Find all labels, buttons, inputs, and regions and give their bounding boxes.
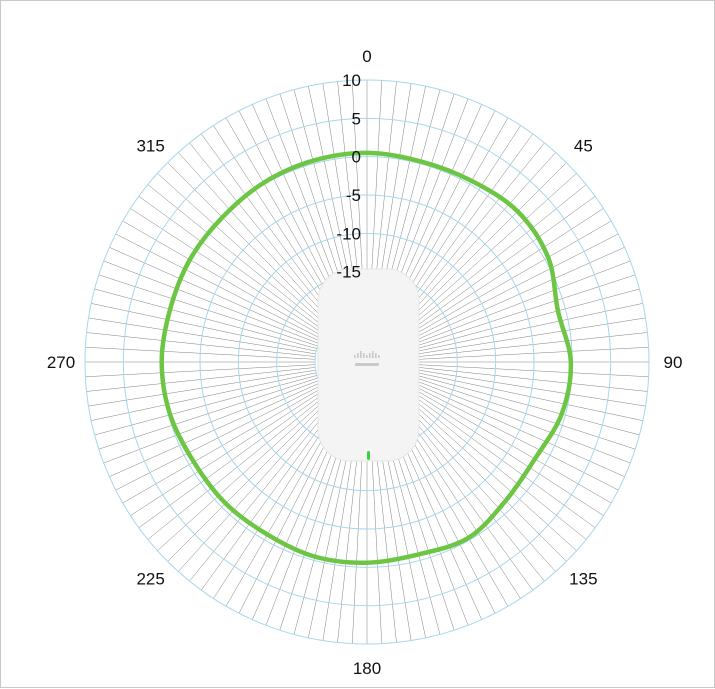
status-led-icon (367, 451, 370, 460)
angle-tick-label: 225 (136, 569, 164, 588)
radial-tick-label: 5 (352, 109, 361, 128)
angle-tick-label: 45 (574, 137, 593, 156)
logo-bar (354, 355, 356, 358)
radial-tick-label: 0 (352, 148, 361, 167)
logo-text (355, 363, 379, 366)
cisco-logo-icon (354, 351, 380, 366)
series-layer (159, 150, 574, 566)
angle-tick-label: 315 (136, 137, 164, 156)
grid-ring (84, 79, 650, 645)
logo-bar (369, 353, 371, 358)
angle-tick-label: 135 (569, 569, 597, 588)
radial-tick-label: -5 (346, 186, 361, 205)
angle-tick-label: 270 (47, 353, 75, 372)
angle-tick-label: 0 (362, 47, 371, 66)
radial-tick-label: 10 (342, 71, 361, 90)
series-line (159, 150, 574, 566)
radial-tick-labels: 10 5 0 -5 -10 -15 (336, 71, 361, 282)
angle-tick-label: 90 (664, 353, 683, 372)
angle-tick-labels: 0 45 90 135 180 225 270 315 (47, 47, 683, 678)
grid-ring (199, 194, 535, 530)
radial-tick-label: -15 (336, 263, 361, 282)
logo-bar (378, 355, 380, 358)
logo-bar (366, 355, 368, 358)
radial-tick-label: -10 (336, 224, 361, 243)
access-point-device (317, 268, 420, 462)
logo-bar (375, 353, 377, 358)
angle-tick-label: 180 (353, 659, 381, 678)
logo-bar (357, 353, 359, 358)
grid-ring (237, 232, 497, 492)
logo-bar (363, 353, 365, 358)
logo-bar (360, 351, 362, 358)
grid-ring (122, 117, 612, 607)
logo-bar (372, 351, 374, 358)
